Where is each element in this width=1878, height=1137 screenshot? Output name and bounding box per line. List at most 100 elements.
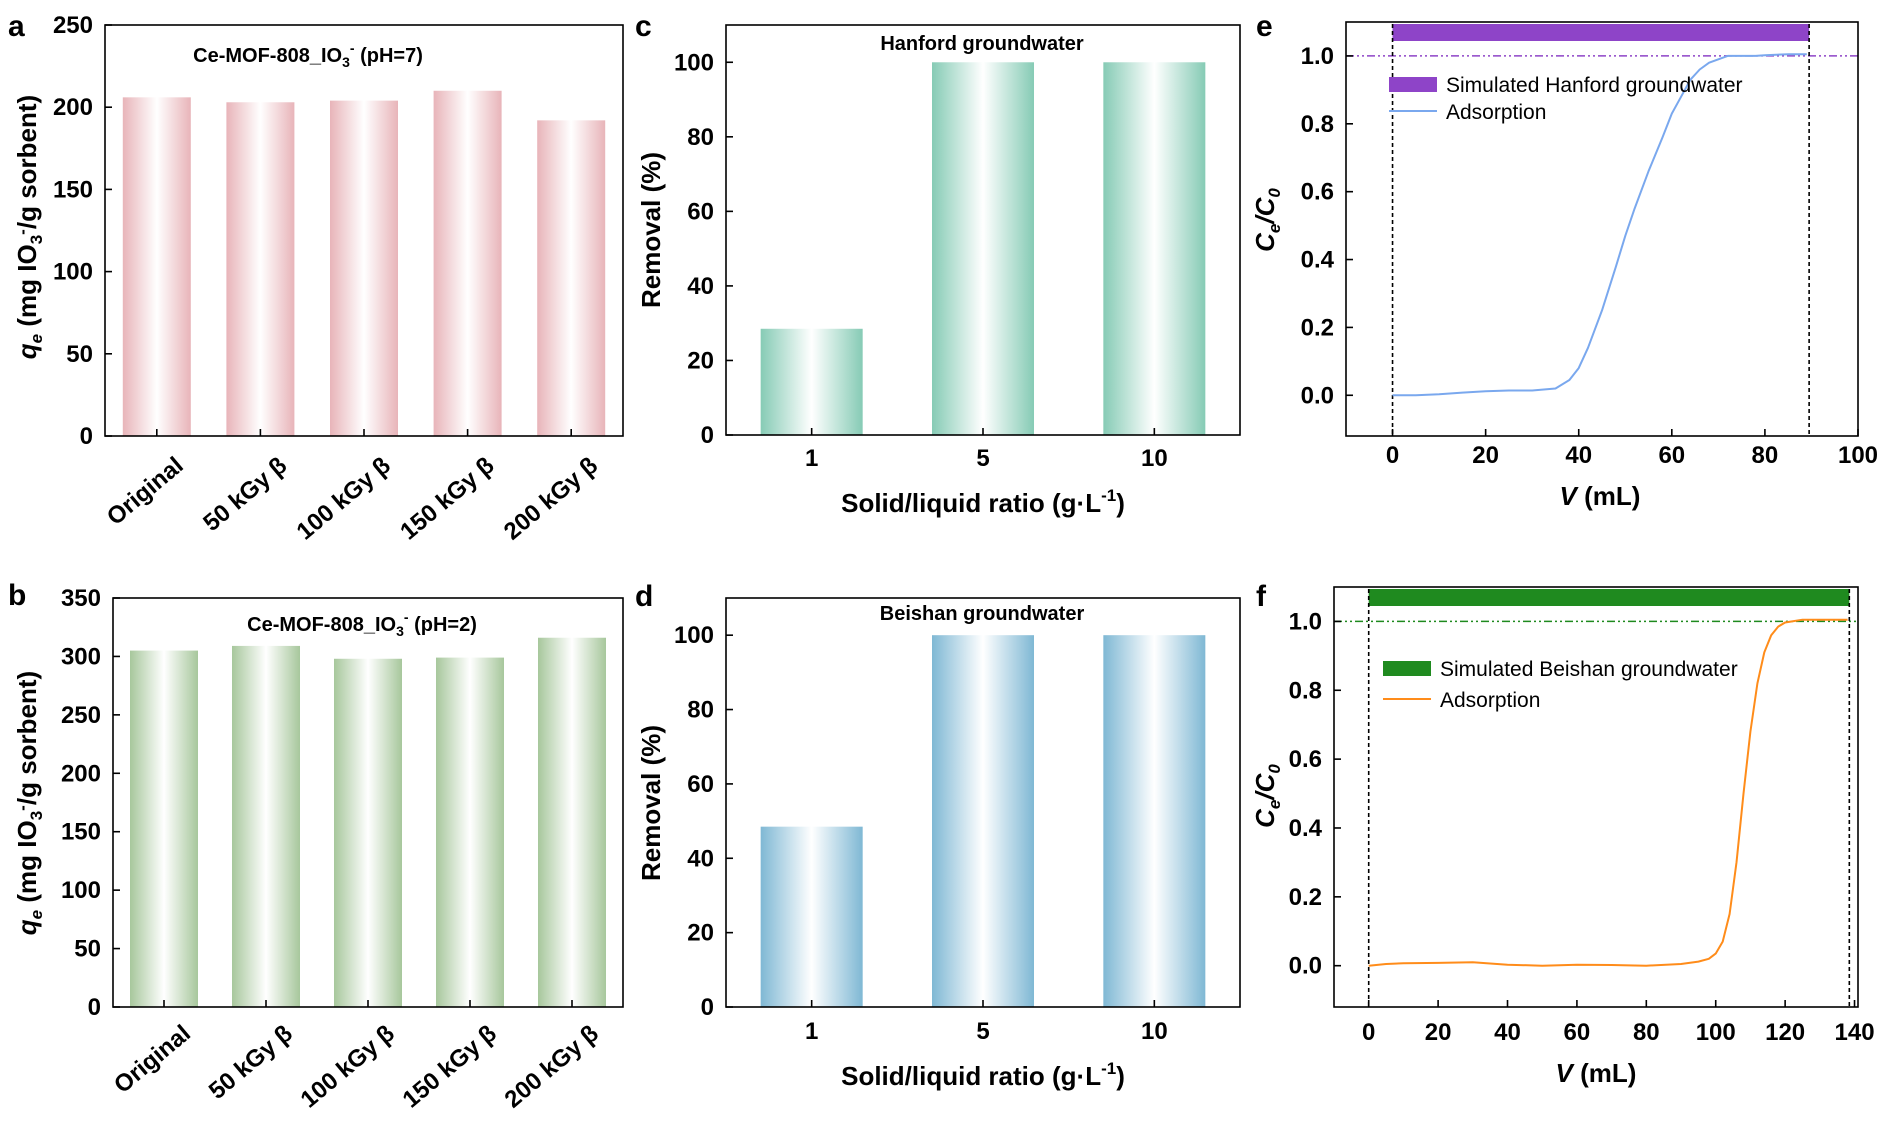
panel-b-title: Ce-MOF-808_IO3- (pH=2) — [247, 609, 477, 639]
panel-b-y-tick-label: 250 — [61, 702, 101, 729]
panel-c-x-tick-label: 1 — [805, 445, 818, 472]
panel-e-series-line-1 — [1392, 53, 1807, 397]
panel-f-legend: Simulated Beishan groundwater Adsorption — [1383, 658, 1738, 712]
panel-a-x-tick-label: 50 kGy β — [198, 452, 292, 537]
panel-b-x-tick-label: Original — [109, 1020, 196, 1099]
panel-e-x-tick-label: 0 — [1386, 442, 1399, 469]
panel-f-y-tick-label: 0.0 — [1289, 953, 1322, 980]
panel-f-legend-line-label: Adsorption — [1440, 689, 1540, 712]
panel-a-x-tick-label: 100 kGy β — [292, 452, 396, 546]
panel-a-bar-1 — [122, 97, 191, 436]
panel-c-x-label: Solid/liquid ratio (g·L-1) — [841, 486, 1125, 518]
panel-e-x-tick-label: 40 — [1565, 442, 1592, 469]
panel-d-bar-2 — [932, 635, 1034, 1007]
panel-b-y-tick-label: 200 — [61, 760, 101, 787]
panel-c-y-tick-label: 40 — [687, 273, 714, 300]
panel-b-y-tick-label: 150 — [61, 819, 101, 846]
panel-a-bar-5 — [537, 120, 606, 437]
panel-f: f 0.00.20.40.60.81.0 0 20 40 60 80 100 120 140 … — [1250, 580, 1875, 1088]
panel-f-x-ticks: 0 20 40 60 80 100 120 140 — [1362, 1000, 1875, 1046]
panel-b-y-ticks: 0 50 100 150 200 250 300 350 — [61, 585, 120, 1021]
panel-c-y-label: Removal (%) — [636, 152, 666, 308]
panel-d-y-label: Removal (%) — [636, 725, 666, 881]
panel-a-y-tick-label: 150 — [53, 176, 93, 203]
panel-f-x-tick-label: 60 — [1564, 1019, 1591, 1046]
panel-a-y-tick-label: 250 — [53, 12, 93, 39]
panel-e-legend-line-label: Adsorption — [1446, 101, 1546, 124]
panel-f-plot — [1334, 589, 1858, 1007]
panel-e-y-tick-label: 0.6 — [1301, 179, 1334, 206]
panel-c-bar-1 — [760, 328, 863, 435]
panel-f-x-tick-label: 140 — [1835, 1019, 1875, 1046]
panel-f-letter: f — [1256, 580, 1267, 613]
panel-f-y-tick-label: 0.6 — [1289, 746, 1322, 773]
panel-d-bar-3 — [1103, 635, 1206, 1007]
panel-a-x-ticks: Original 50 kGy β 100 kGy β 150 kGy β 200 kG… — [102, 429, 603, 545]
panel-f-x-tick-label: 20 — [1425, 1019, 1452, 1046]
panel-f-y-tick-label: 1.0 — [1289, 608, 1322, 635]
panel-e-y-tick-label: 0.4 — [1301, 247, 1335, 274]
panel-a: a Ce-MOF-808_IO3- (pH=7) 0 50 100 150 200 250… — [8, 10, 624, 545]
panel-b: b Ce-MOF-808_IO3- (pH=2) 0 50 100 150 200 250… — [8, 579, 624, 1113]
panel-c-title: Hanford groundwater — [880, 33, 1084, 55]
panel-f-frame — [1333, 586, 1859, 1008]
panel-d-y-tick-label: 20 — [687, 920, 714, 947]
panel-d-y-tick-label: 60 — [687, 771, 714, 798]
panel-b-letter: b — [8, 579, 26, 612]
panel-e-x-label: V (mL) — [1560, 481, 1641, 511]
panel-b-y-tick-label: 50 — [74, 936, 101, 963]
panel-d-y-ticks: 0 20 40 60 80 100 — [674, 622, 733, 1021]
panel-a-frame — [104, 24, 624, 437]
panel-d-bars — [760, 635, 1206, 1007]
panel-c-y-tick-label: 100 — [674, 49, 714, 76]
panel-f-y-label: Ce/C0 — [1250, 764, 1284, 828]
panel-c-y-tick-label: 80 — [687, 124, 714, 151]
panel-e-legend: Simulated Hanford groundwater Adsorption — [1389, 74, 1743, 124]
panel-a-y-tick-label: 50 — [66, 341, 93, 368]
panel-e-x-tick-label: 20 — [1472, 442, 1499, 469]
panel-f-x-tick-label: 40 — [1494, 1019, 1521, 1046]
panel-a-bars — [122, 90, 606, 437]
panel-e-legend-band-label: Simulated Hanford groundwater — [1446, 74, 1743, 97]
panel-c-x-ticks: 1 5 10 — [805, 428, 1168, 472]
panel-f-x-tick-label: 80 — [1633, 1019, 1660, 1046]
panel-c-x-tick-label: 10 — [1141, 445, 1168, 472]
panel-c-y-ticks: 0 20 40 60 80 100 — [674, 49, 733, 449]
panel-f-groundwater-band — [1368, 589, 1850, 606]
panel-c-bars — [760, 62, 1206, 435]
panel-b-y-label: qe (mg IO3-/g sorbent) — [12, 671, 46, 935]
panel-b-bars — [130, 637, 606, 1007]
panel-e-x-tick-label: 60 — [1658, 442, 1685, 469]
panel-b-bar-4 — [436, 657, 504, 1007]
panel-b-x-tick-label: 200 kGy β — [500, 1020, 604, 1114]
panel-d-bar-1 — [760, 826, 863, 1007]
panel-a-y-tick-label: 100 — [53, 259, 93, 286]
panel-d-x-tick-label: 1 — [805, 1018, 818, 1045]
panel-b-x-tick-label: 50 kGy β — [204, 1020, 298, 1105]
panel-f-y-tick-label: 0.2 — [1289, 884, 1322, 911]
panel-e-y-tick-label: 0.2 — [1301, 314, 1334, 341]
panel-e-x-tick-label: 80 — [1752, 442, 1779, 469]
panel-f-series-line-1 — [1368, 618, 1848, 967]
panel-c-letter: c — [635, 10, 652, 43]
panel-d-x-tick-label: 10 — [1141, 1018, 1168, 1045]
panel-b-bar-3 — [334, 658, 402, 1007]
panel-e-y-label: Ce/C0 — [1250, 188, 1284, 252]
panel-f-y-ticks: 0.0 0.2 0.4 0.6 0.8 1.0 — [1289, 608, 1341, 980]
panel-e-y-ticks: 0.0 0.2 0.4 0.6 0.8 1.0 — [1301, 43, 1353, 409]
panel-b-y-tick-label: 100 — [61, 877, 101, 904]
panel-a-x-tick-label: Original — [102, 452, 189, 531]
panel-d-x-tick-label: 5 — [976, 1018, 989, 1045]
panel-a-bar-2 — [226, 102, 295, 436]
panel-e-legend-band-swatch — [1389, 77, 1437, 92]
panel-d-y-tick-label: 40 — [687, 845, 714, 872]
panel-b-frame — [112, 597, 624, 1008]
panel-f-y-tick-label: 0.4 — [1289, 815, 1323, 842]
panel-b-bar-2 — [232, 645, 300, 1007]
panel-a-y-label: qe (mg IO3-/g sorbent) — [12, 95, 46, 359]
panel-b-bar-5 — [538, 637, 606, 1007]
